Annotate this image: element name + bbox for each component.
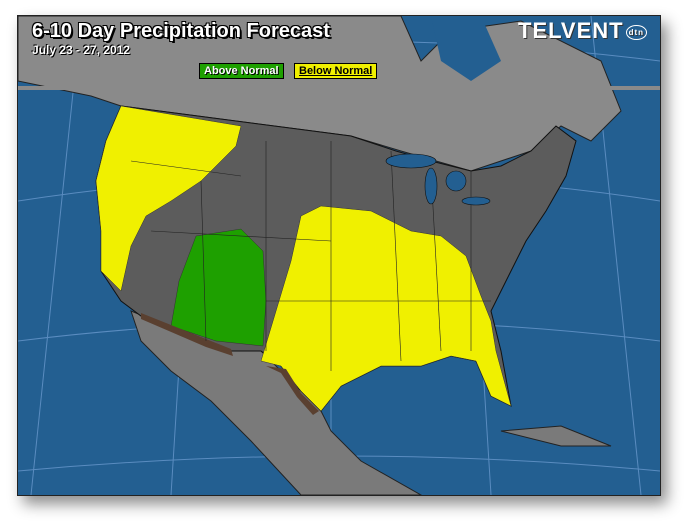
- date-range: July 23 - 27, 2012: [32, 43, 131, 57]
- hudson-bay: [431, 16, 501, 81]
- below-normal-west: [95, 105, 242, 292]
- forecast-map: 6-10 Day Precipitation Forecast July 23 …: [17, 15, 661, 496]
- cuba: [500, 425, 612, 447]
- logo-badge: dtn: [625, 24, 648, 40]
- below-normal-east: [260, 205, 512, 412]
- map-title: 6-10 Day Precipitation Forecast: [32, 20, 330, 42]
- legend-above-normal: Above Normal: [199, 63, 284, 79]
- logo-text: TELVENT: [518, 18, 624, 43]
- map-canvas: [18, 16, 660, 495]
- telvent-logo: TELVENT dtn: [518, 18, 648, 44]
- legend-below-normal: Below Normal: [294, 63, 378, 79]
- great-lakes: [385, 153, 491, 206]
- header-divider: [18, 86, 660, 90]
- border-shadow: [141, 313, 319, 415]
- state-borders: [130, 141, 491, 371]
